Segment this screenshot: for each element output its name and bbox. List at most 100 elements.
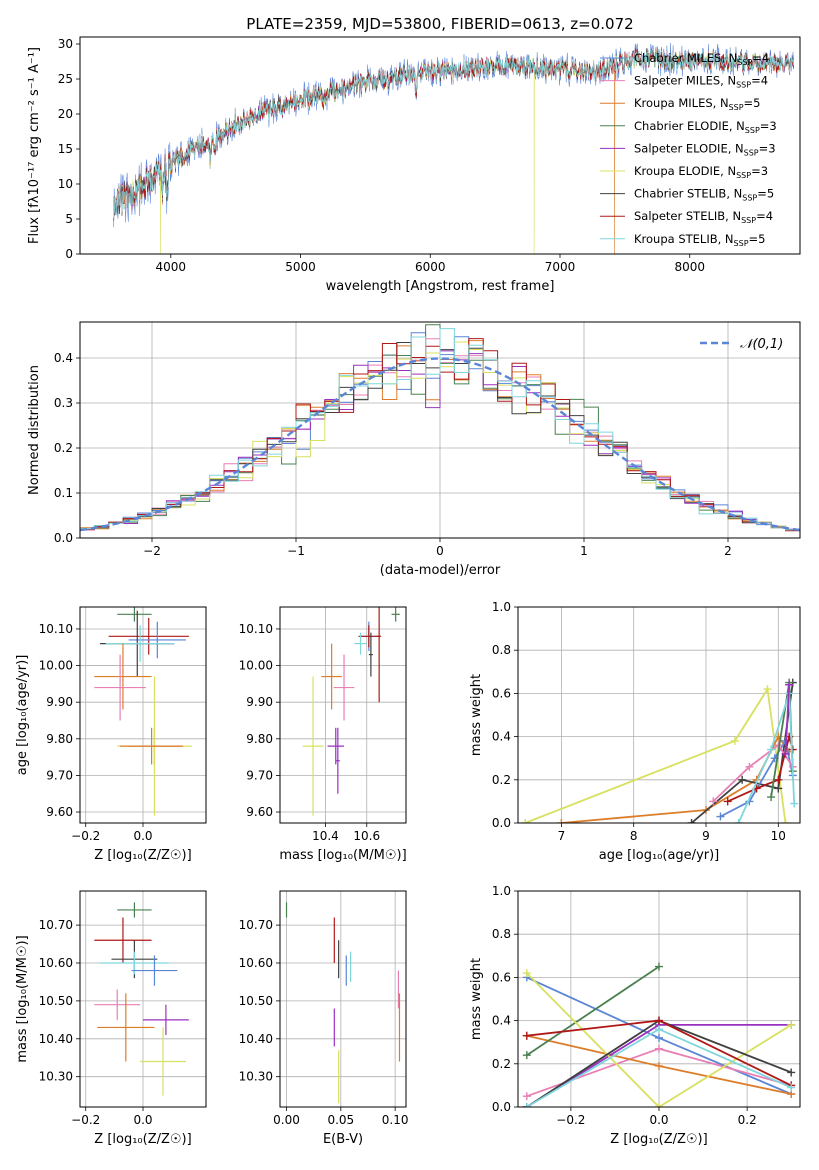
errorbar-point bbox=[128, 621, 186, 659]
errorbar-point bbox=[358, 625, 380, 648]
massweight-vs-age-axes: 7 8 9 10 0.0 0.2 0.4 0.6 0.8 1.0 age [log₁₀(age/yr… bbox=[469, 600, 801, 863]
weight-line bbox=[526, 965, 660, 1056]
weight-line bbox=[526, 972, 792, 1107]
y-tick-label: 1.0 bbox=[492, 600, 511, 614]
errorbar-point bbox=[108, 617, 189, 655]
weight-marker bbox=[521, 819, 530, 823]
legend-entry: Chabrier STELIB, NSSP=5 bbox=[634, 187, 774, 203]
y-tick-label: 0.2 bbox=[492, 773, 511, 787]
legend-entry: Kroupa STELIB, NSSP=5 bbox=[634, 232, 765, 248]
x-tick-label: 10.6 bbox=[353, 829, 380, 843]
weight-marker bbox=[655, 962, 663, 971]
weight-marker bbox=[716, 812, 725, 821]
age-vs-mass-axes: 10.4 10.6 9.60 9.70 9.80 9.90 10.00 10.10 mass [… bbox=[239, 606, 407, 863]
weight-marker bbox=[767, 745, 776, 754]
weight-marker bbox=[655, 1016, 663, 1025]
y-tick-label: 9.80 bbox=[46, 732, 73, 746]
x-tick-label: −1 bbox=[287, 544, 305, 558]
weight-marker bbox=[522, 1051, 531, 1060]
errorbar-point bbox=[94, 654, 146, 721]
x-axis-label: E(B-V) bbox=[323, 1132, 363, 1147]
axes-frame bbox=[279, 890, 407, 1108]
x-tick-label: −0.2 bbox=[71, 829, 100, 843]
y-tick-label: 0.4 bbox=[492, 1014, 511, 1028]
mass-vs-Z-axes: −0.2 0.0 10.30 10.40 10.50 10.60 10.70 Z [log₁₀… bbox=[15, 890, 207, 1147]
weight-marker bbox=[785, 680, 794, 689]
weight-marker bbox=[709, 797, 718, 806]
weight-marker bbox=[787, 1020, 796, 1029]
weight-marker bbox=[745, 762, 754, 771]
x-tick-label: 2 bbox=[724, 544, 732, 558]
x-axis-label: mass [log₁₀(M/M☉)] bbox=[279, 848, 406, 863]
normal-curve bbox=[80, 357, 800, 532]
axes-frame bbox=[79, 890, 207, 1108]
x-tick-label: 10.4 bbox=[312, 829, 339, 843]
y-tick-label: 0.6 bbox=[492, 970, 511, 984]
y-axis-label: mass weight bbox=[469, 958, 484, 1040]
mass-vs-ebv-plot-area bbox=[285, 902, 401, 1104]
x-tick-label: 5000 bbox=[285, 260, 316, 274]
mass-vs-Z-plot-area bbox=[94, 902, 189, 1096]
x-axis-label: wavelength [Angstrom, rest frame] bbox=[326, 279, 555, 294]
y-tick-label: 0.0 bbox=[492, 816, 511, 830]
mass-vs-ebv-panel: 0.00 0.05 0.10 10.30 10.40 10.50 10.60 10.70 E(B… bbox=[239, 890, 409, 1147]
y-axis-label: Normed distribution bbox=[27, 365, 42, 495]
y-tick-label: 10 bbox=[58, 177, 73, 191]
weight-line bbox=[784, 684, 791, 754]
y-tick-label: 0 bbox=[65, 247, 73, 261]
massweight-vs-age-grid bbox=[518, 606, 800, 824]
errorbar-point bbox=[302, 676, 324, 816]
residuals-panel: −2 −1 0 1 2 0.0 0.1 0.2 0.3 0.4 (data-model)/error… bbox=[27, 321, 801, 578]
histogram-step bbox=[80, 328, 800, 532]
massweight-vs-Z-panel: −0.2 0.0 0.2 0.0 0.2 0.4 0.6 0.8 1.0 Z [log₁₀(Z/Z… bbox=[469, 884, 801, 1147]
x-tick-label: 0.00 bbox=[273, 1113, 300, 1127]
y-tick-label: 25 bbox=[58, 72, 73, 86]
errorbar-point bbox=[335, 727, 340, 794]
massweight-vs-Z-grid bbox=[518, 890, 800, 1108]
axes-frame bbox=[517, 890, 801, 1108]
weight-marker bbox=[781, 749, 790, 758]
x-axis-label: Z [log₁₀(Z/Z☉)] bbox=[610, 1132, 707, 1147]
y-tick-label: 10.50 bbox=[239, 994, 273, 1008]
errorbar-point bbox=[354, 632, 367, 655]
x-tick-label: 7 bbox=[558, 829, 566, 843]
errorbar-point bbox=[368, 632, 373, 677]
y-tick-label: 10.10 bbox=[39, 622, 73, 636]
y-tick-label: 0.8 bbox=[492, 927, 511, 941]
residual-legend: 𝒩(0,1) bbox=[700, 337, 783, 352]
weight-marker bbox=[723, 797, 732, 806]
legend-entry: Kroupa ELODIE, NSSP=3 bbox=[634, 164, 768, 180]
x-tick-label: 0.10 bbox=[382, 1113, 409, 1127]
spectrum-legend: Chabrier MILES, NSSP=4 Salpeter MILES, NS… bbox=[600, 51, 777, 248]
x-tick-label: 8000 bbox=[674, 260, 705, 274]
y-axis-label: mass [log₁₀(M/M☉)] bbox=[15, 935, 30, 1062]
age-vs-mass-grid bbox=[280, 607, 406, 823]
y-tick-label: 0.4 bbox=[54, 351, 73, 365]
y-tick-label: 10.00 bbox=[39, 659, 73, 673]
y-tick-label: 15 bbox=[58, 142, 73, 156]
y-tick-label: 1.0 bbox=[492, 884, 511, 898]
mass-vs-ebv-axes: 0.00 0.05 0.10 10.30 10.40 10.50 10.60 10.70 E(B… bbox=[239, 890, 409, 1147]
chart-title: PLATE=2359, MJD=53800, FIBERID=0613, z=0… bbox=[246, 15, 633, 33]
age-vs-Z-panel: −0.2 0.0 9.60 9.70 9.80 9.90 10.00 10.10 Z [log₁… bbox=[15, 606, 207, 863]
massweight-vs-Z-plot-area bbox=[522, 962, 796, 1107]
errorbar-point bbox=[377, 607, 382, 703]
x-tick-label: 1 bbox=[580, 544, 588, 558]
y-tick-label: 0.8 bbox=[492, 643, 511, 657]
weight-marker bbox=[774, 784, 783, 793]
y-tick-label: 9.60 bbox=[46, 805, 73, 819]
y-tick-label: 10.00 bbox=[239, 659, 273, 673]
legend-entry: Chabrier ELODIE, NSSP=3 bbox=[634, 119, 777, 135]
axes-frame bbox=[79, 606, 207, 824]
x-axis-label: Z [log₁₀(Z/Z☉)] bbox=[94, 848, 191, 863]
x-tick-label: 0.0 bbox=[649, 1113, 668, 1127]
age-vs-Z-grid bbox=[80, 607, 206, 823]
y-tick-label: 9.60 bbox=[246, 805, 273, 819]
errorbar-point bbox=[327, 727, 345, 765]
mass-vs-Z-grid bbox=[80, 891, 206, 1107]
x-tick-label: 0 bbox=[436, 544, 444, 558]
y-tick-label: 9.90 bbox=[46, 695, 73, 709]
x-tick-label: 0.0 bbox=[133, 829, 152, 843]
x-tick-label: 0.05 bbox=[327, 1113, 354, 1127]
weight-marker bbox=[655, 1044, 663, 1053]
